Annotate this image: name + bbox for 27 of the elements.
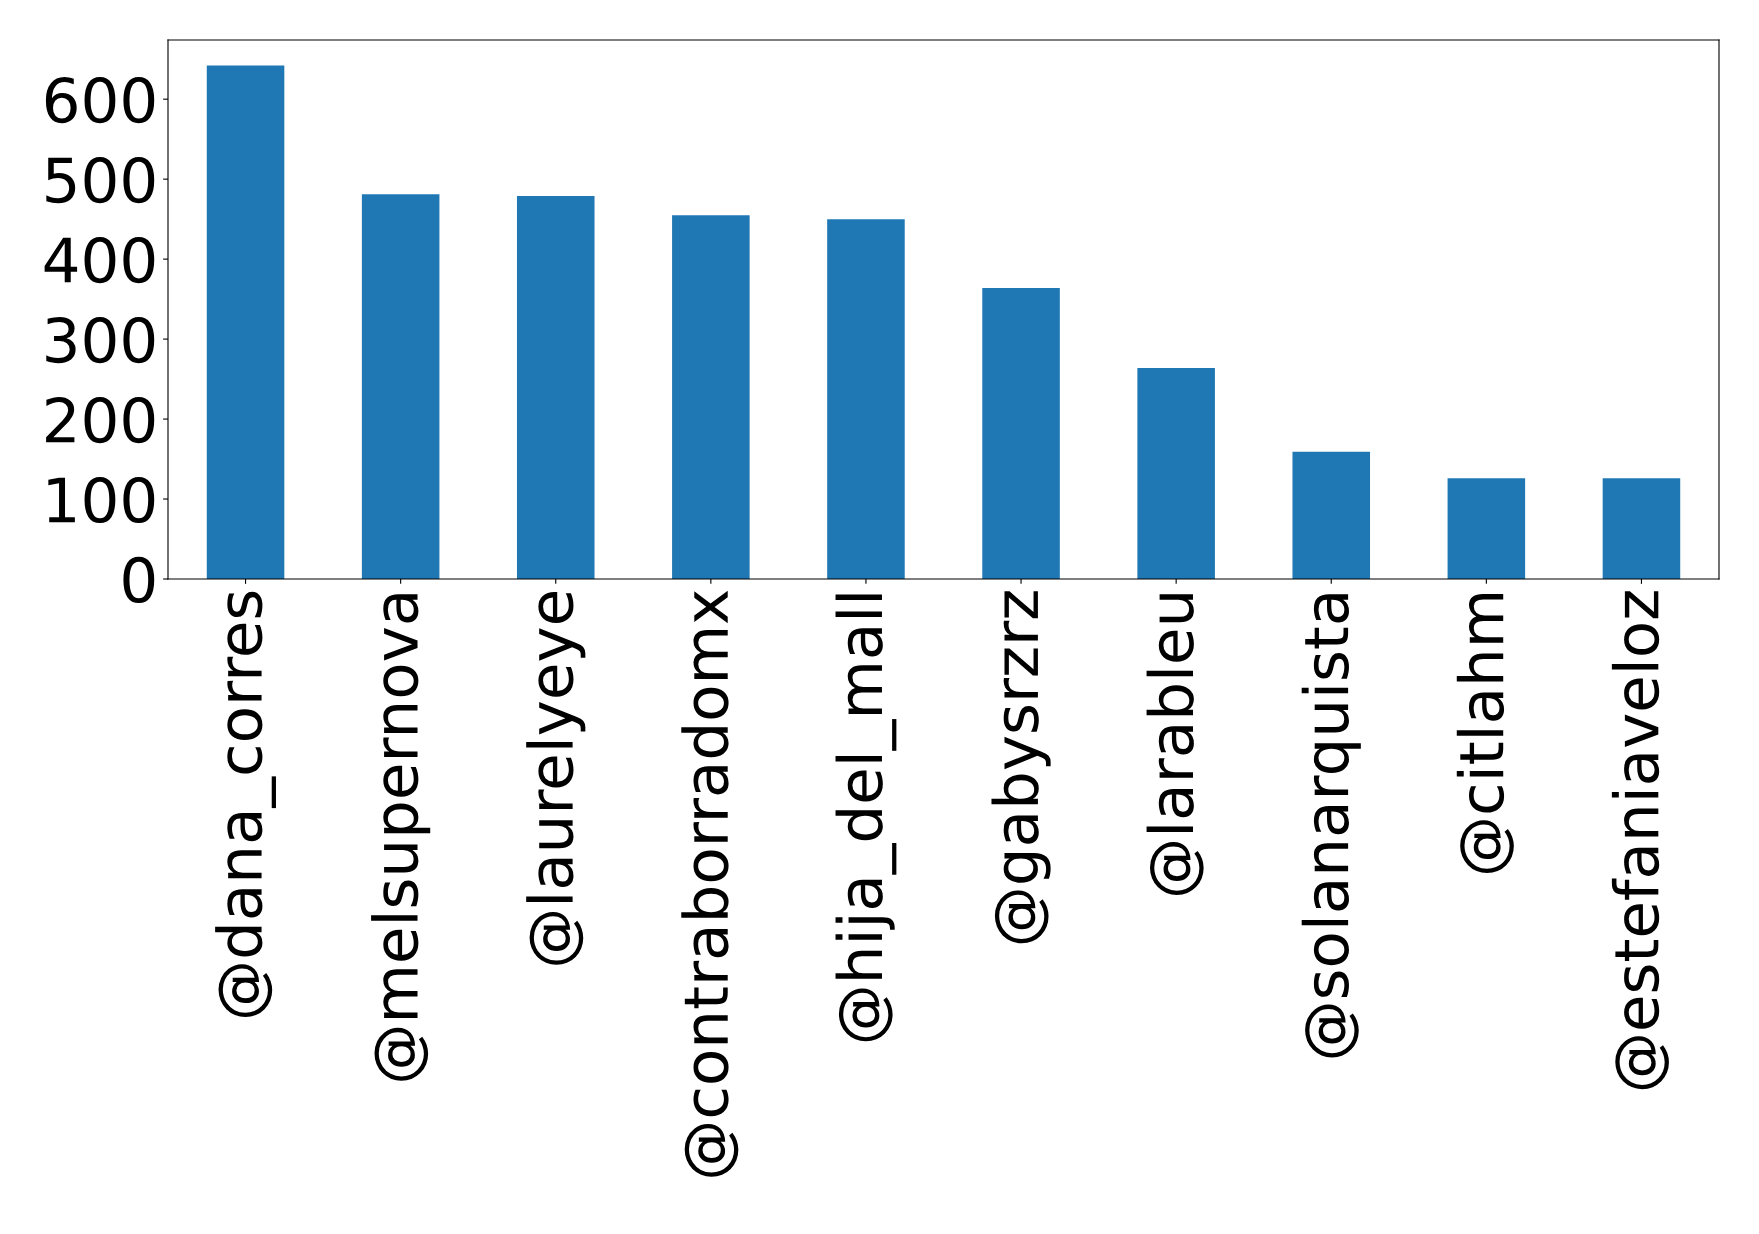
y-tick-label: 0 [123,556,155,604]
x-tick-label: @larableu [1146,594,1204,895]
y-tick-label: 600 [45,77,155,124]
bar [1137,367,1215,579]
bar [672,215,750,579]
x-tick-label: @laurelyeye [526,591,586,965]
bar [1602,478,1681,579]
x-tick-label: @estefaniaveloz [1611,591,1669,1090]
bar [206,65,285,579]
x-tick-label: @solanarquista [1301,594,1361,1058]
y-tick-label: 300 [46,316,155,364]
bar [1292,451,1371,579]
x-tick-label: @contraborradomx [681,590,739,1177]
y-tick-label: 100 [48,476,155,524]
bar [982,287,1060,579]
bar [1447,478,1526,579]
y-tick-label: 200 [46,396,155,444]
x-tick-label: @melsupernova [371,594,431,1081]
bar [827,219,905,579]
y-tick-label: 400 [44,236,155,284]
bar [361,194,440,579]
x-tick-label: @dana_corres [215,591,276,1018]
x-tick-label: @hija_del_mall [835,594,897,1042]
x-tick-label: @gabysrzrz [991,591,1051,944]
y-tick-label: 500 [46,157,155,204]
bar [516,195,595,579]
x-tick-label: @citlahm [1456,593,1514,874]
